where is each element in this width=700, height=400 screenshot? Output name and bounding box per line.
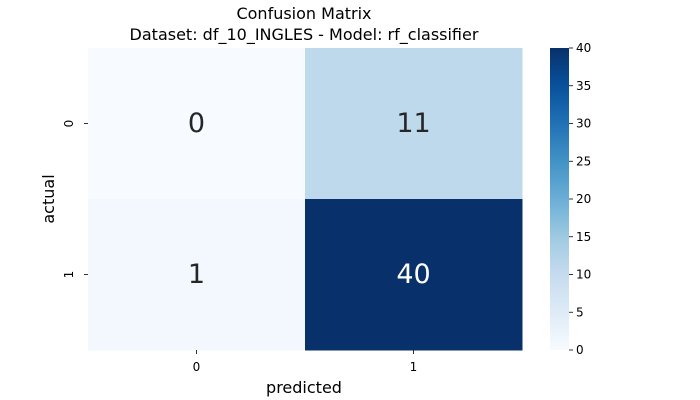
chart-subtitle: Dataset: df_10_INGLES - Model: rf_classi… (130, 25, 479, 45)
y-tick-label-0: 0 (62, 120, 76, 128)
y-axis-label: actual (39, 174, 58, 223)
cell-value-1-1: 40 (396, 259, 430, 290)
heatmap-cell-0-0 (88, 48, 306, 200)
x-tick-label-0: 0 (193, 360, 201, 374)
cell-value-1-0: 1 (188, 259, 205, 290)
cell-value-0-0: 0 (188, 108, 205, 139)
heatmap-cells: 0 111 40 (88, 48, 523, 351)
colorbar-tick-label-30: 30 (576, 117, 591, 131)
colorbar-tick-label-5: 5 (576, 305, 584, 319)
colorbar-tick-label-0: 0 (576, 343, 584, 357)
y-axis-ticks: 01 (62, 120, 88, 279)
cell-value-0-1: 11 (396, 108, 430, 139)
colorbar-tick-label-10: 10 (576, 268, 591, 282)
colorbar (550, 48, 569, 350)
colorbar-ticks: 0 5 10 15 20 25 30 35 40 (569, 41, 591, 357)
heatmap-cell-1-1 (305, 199, 523, 351)
chart-title: Confusion Matrix (236, 4, 371, 23)
heatmap-cell-0-1 (305, 48, 523, 200)
heatmap-cell-1-0 (88, 199, 306, 351)
colorbar-tick-label-35: 35 (576, 79, 591, 93)
colorbar-tick-label-15: 15 (576, 230, 591, 244)
colorbar-tick-label-20: 20 (576, 192, 591, 206)
y-tick-label-1: 1 (62, 271, 76, 279)
colorbar-tick-label-25: 25 (576, 154, 591, 168)
x-tick-label-1: 1 (410, 360, 418, 374)
x-axis-label: predicted (266, 378, 342, 397)
colorbar-tick-label-40: 40 (576, 41, 591, 55)
